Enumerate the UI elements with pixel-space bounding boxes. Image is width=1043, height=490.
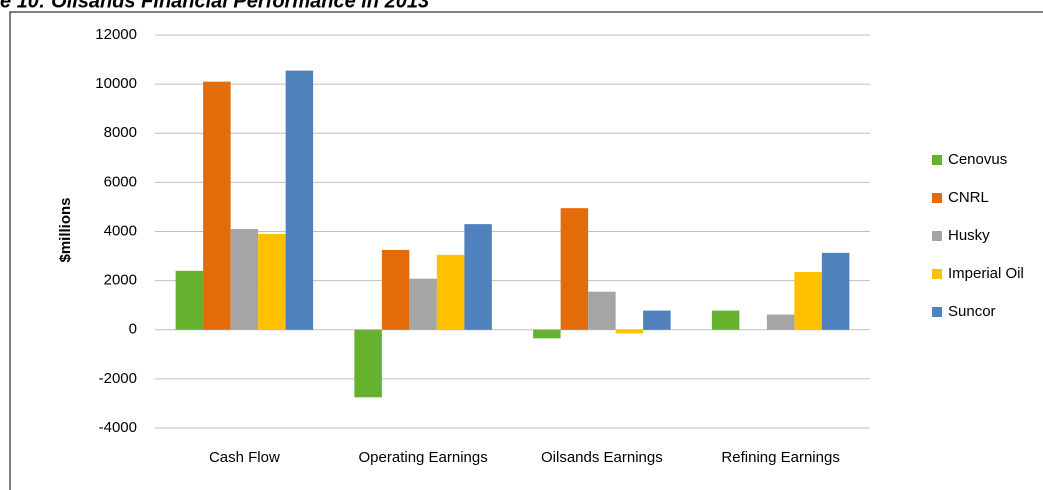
y-axis-label: $millions <box>57 197 74 262</box>
y-tick-label: 10000 <box>95 75 137 92</box>
bar <box>436 254 465 330</box>
bar <box>766 314 795 330</box>
x-tick-label: Refining Earnings <box>721 449 839 466</box>
legend-swatch <box>932 307 942 317</box>
bar <box>285 70 314 330</box>
bar <box>354 329 382 398</box>
bar <box>794 272 822 330</box>
legend-swatch <box>932 155 942 165</box>
legend-swatch <box>932 231 942 241</box>
bar <box>643 310 671 330</box>
y-tick-label: 2000 <box>104 272 137 289</box>
y-tick-label: 4000 <box>104 222 137 239</box>
chart-title: e 10: Oilsands Financial Performance in … <box>0 0 429 12</box>
bar <box>711 310 740 330</box>
legend-label: Suncor <box>948 303 996 320</box>
y-tick-label: -2000 <box>99 370 137 387</box>
y-tick-label: -4000 <box>99 419 137 436</box>
legend-label: Imperial Oil <box>948 265 1024 282</box>
x-tick-label: Operating Earnings <box>359 449 488 466</box>
bar <box>588 291 616 330</box>
legend-swatch <box>932 269 942 279</box>
bar <box>203 81 231 330</box>
legend-swatch <box>932 193 942 203</box>
legend-label: CNRL <box>948 189 989 206</box>
y-tick-label: 6000 <box>104 173 137 190</box>
legend-label: Husky <box>948 227 990 244</box>
bar <box>560 208 589 330</box>
bar <box>381 249 410 330</box>
bar <box>409 278 437 330</box>
y-tick-label: 12000 <box>95 26 137 43</box>
y-tick-label: 0 <box>129 321 137 338</box>
legend-label: Cenovus <box>948 151 1007 168</box>
bar <box>175 270 204 330</box>
bar <box>464 224 492 330</box>
bar <box>230 229 259 330</box>
x-tick-label: Oilsands Earnings <box>541 449 663 466</box>
chart-border <box>9 11 1043 490</box>
y-tick-label: 8000 <box>104 124 137 141</box>
bar <box>533 329 561 339</box>
x-tick-label: Cash Flow <box>209 449 280 466</box>
bar <box>615 329 644 334</box>
bar <box>821 252 850 330</box>
bar <box>258 233 286 330</box>
